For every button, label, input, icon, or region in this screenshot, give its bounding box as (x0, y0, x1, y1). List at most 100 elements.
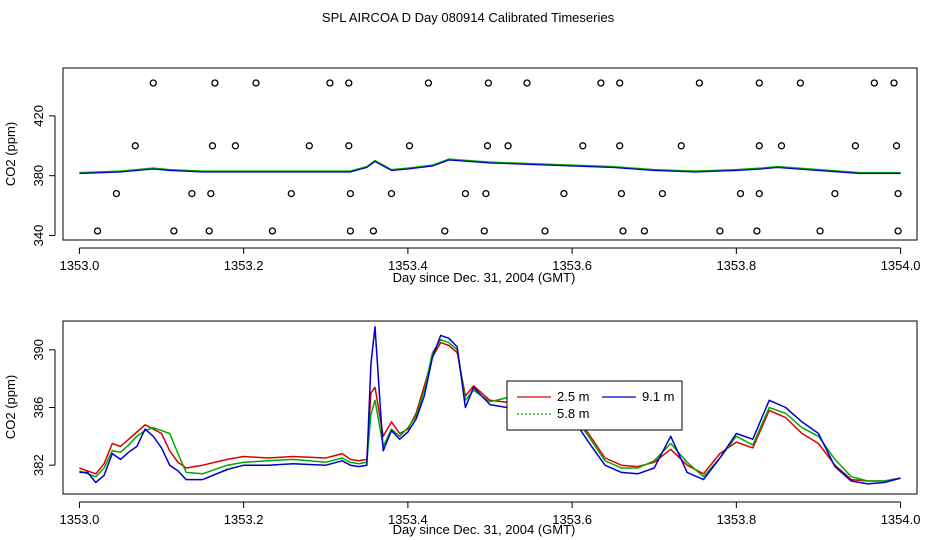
scatter-point (346, 227, 355, 235)
bottom-panel: 1353.0 1353.2 1353.4 1353.6 1353.8 1354.0 382 3… (3, 320, 920, 537)
scatter-point (484, 79, 493, 87)
top-x-tick-label: 1353.0 (60, 258, 100, 273)
scatter-point (207, 189, 215, 198)
bottom-x-tick-label: 1353.8 (716, 512, 756, 527)
scatter-point (441, 227, 449, 235)
scatter-point (424, 79, 433, 87)
scatter-point (208, 142, 217, 150)
scatter-point (890, 79, 898, 87)
bottom-y-tick-label: 382 (31, 454, 46, 476)
scatter-point (831, 189, 839, 198)
scatter-point (677, 142, 685, 150)
scatter-point (695, 79, 704, 87)
legend-label-5-8m: 5.8 m (557, 406, 590, 421)
bottom-axes: 1353.0 1353.2 1353.4 1353.6 1353.8 1354.0 382 3… (31, 339, 920, 527)
top-plot-frame (62, 67, 918, 241)
top-x-tick-label: 1353.4 (388, 258, 428, 273)
scatter-point (560, 189, 568, 198)
scatter-point (617, 189, 626, 198)
scatter-point (387, 189, 396, 198)
top-y-tick-label: 340 (31, 225, 46, 247)
scatter-point (480, 227, 488, 235)
scatter-point (268, 227, 277, 235)
bottom-x-tick-label: 1353.2 (224, 512, 264, 527)
legend-label-2-5m: 2.5 m (557, 389, 590, 404)
scatter-point (892, 142, 901, 150)
scatter-point (93, 227, 102, 235)
scatter-point (345, 142, 353, 150)
scatter-point (616, 79, 624, 87)
scatter-point (405, 142, 414, 150)
bottom-y-axis-label: CO2 (ppm) (3, 375, 18, 439)
top-y-tick-label: 420 (31, 105, 46, 127)
scatter-point (523, 79, 531, 87)
bottom-x-tick-label: 1354.0 (881, 512, 921, 527)
bottom-y-tick-label: 390 (31, 339, 46, 361)
top-x-tick-label: 1353.6 (552, 258, 592, 273)
scatter-point (170, 227, 178, 235)
bottom-y-tick-label: 386 (31, 397, 46, 419)
scatter-point (131, 142, 139, 150)
scatter-point (345, 79, 353, 87)
scatter-point (482, 189, 490, 198)
bottom-x-tick-label: 1353.4 (388, 512, 428, 527)
scatter-point (346, 189, 355, 198)
legend: 2.5 m 5.8 m 9.1 m (506, 380, 683, 431)
scatter-point (755, 189, 763, 198)
top-panel: 1353.0 1353.2 1353.4 1353.6 1353.8 1354.0 340 3… (3, 67, 920, 285)
scatter-point (816, 227, 824, 235)
scatter-point (777, 142, 786, 150)
bottom-x-tick-label: 1353.0 (60, 512, 100, 527)
scatter-point (619, 227, 627, 235)
top-scatter-points (93, 79, 902, 235)
top-series-line-blue (79, 159, 901, 175)
legend-box (506, 380, 683, 431)
top-axes: 1353.0 1353.2 1353.4 1353.6 1353.8 1354.0 340 3… (31, 105, 920, 273)
scatter-point (326, 79, 334, 87)
scatter-point (211, 79, 219, 87)
scatter-point (483, 142, 492, 150)
scatter-point (753, 227, 761, 235)
bottom-x-tick-label: 1353.6 (552, 512, 592, 527)
scatter-point (305, 142, 313, 150)
scatter-point (658, 189, 667, 198)
scatter-point (736, 189, 745, 198)
top-series-line-green (79, 158, 901, 174)
scatter-point (149, 79, 157, 87)
bottom-plot-frame (62, 320, 918, 495)
scatter-point (112, 189, 121, 198)
scatter-point (894, 189, 902, 198)
scatter-point (755, 79, 763, 87)
scatter-point (597, 79, 605, 87)
scatter-point (579, 142, 587, 150)
series-line-9-1-m (79, 326, 901, 485)
scatter-point (541, 227, 549, 235)
top-x-tick-label: 1353.8 (716, 258, 756, 273)
scatter-point (461, 189, 470, 198)
scatter-point (755, 142, 763, 150)
scatter-point (231, 142, 240, 150)
series-line-2-5-m (79, 341, 901, 482)
scatter-point (894, 227, 902, 235)
figure-title: SPL AIRCOA D Day 080914 Calibrated Times… (322, 10, 615, 25)
top-y-tick-label: 380 (31, 165, 46, 187)
scatter-point (716, 227, 724, 235)
scatter-point (870, 79, 878, 87)
bottom-x-axis-label: Day since Dec. 31, 2004 (GMT) (393, 522, 576, 537)
series-line-5-8-m (79, 338, 901, 482)
legend-label-9-1m: 9.1 m (642, 389, 675, 404)
top-x-tick-label: 1354.0 (881, 258, 921, 273)
scatter-point (616, 142, 624, 150)
top-mean-line (79, 158, 901, 175)
scatter-point (369, 227, 378, 235)
scatter-point (287, 189, 295, 198)
scatter-point (504, 142, 512, 150)
top-x-axis-label: Day since Dec. 31, 2004 (GMT) (393, 270, 576, 285)
top-x-tick-label: 1353.2 (224, 258, 264, 273)
scatter-point (252, 79, 260, 87)
bottom-series-lines (79, 326, 901, 485)
scatter-point (796, 79, 805, 87)
scatter-point (851, 142, 860, 150)
scatter-point (205, 227, 213, 235)
